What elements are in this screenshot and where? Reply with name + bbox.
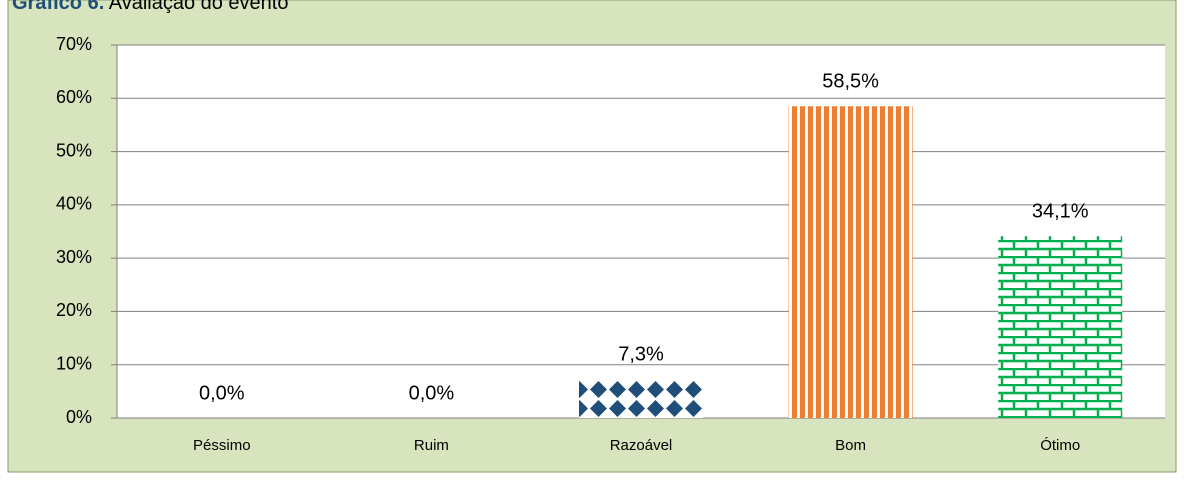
bar [788, 106, 913, 419]
x-tick-label: Ótimo [1040, 437, 1080, 454]
value-label: 0,0% [199, 382, 245, 404]
y-tick-label: 0% [66, 407, 92, 427]
bar [579, 379, 703, 418]
chart-title: Gráfico 6. Avaliação do evento [12, 0, 288, 14]
y-tick-label: 30% [56, 247, 92, 267]
y-tick-label: 50% [56, 140, 92, 160]
value-label: 58,5% [822, 71, 879, 93]
y-tick-label: 20% [56, 300, 92, 320]
x-tick-label: Ruim [414, 437, 449, 454]
value-label: 0,0% [409, 382, 455, 404]
y-tick-label: 70% [56, 34, 92, 54]
y-tick-label: 60% [56, 87, 92, 107]
y-tick-label: 10% [56, 353, 92, 373]
value-label: 7,3% [618, 343, 664, 365]
bar [998, 236, 1123, 418]
x-tick-label: Péssimo [193, 437, 251, 454]
title-label: Gráfico 6. [12, 0, 104, 14]
value-label: 34,1% [1032, 201, 1089, 223]
x-tick-label: Bom [835, 437, 866, 454]
x-tick-label: Razoável [610, 437, 673, 454]
plot-area [117, 45, 1165, 418]
y-tick-label: 40% [56, 194, 92, 214]
title-text: Avaliação do evento [109, 0, 289, 14]
